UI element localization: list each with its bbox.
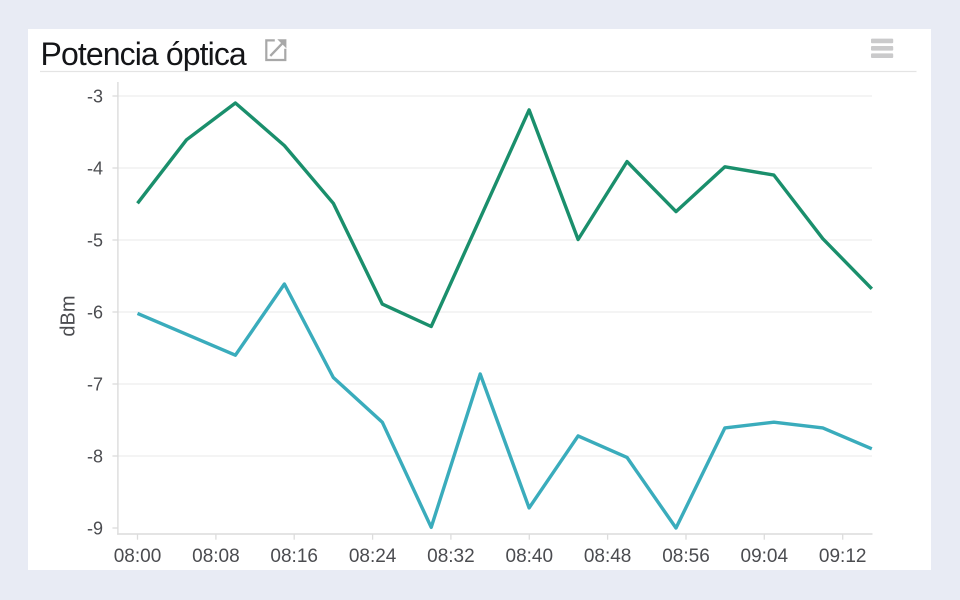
svg-text:08:16: 08:16 [270, 546, 318, 567]
svg-text:-5: -5 [87, 231, 103, 251]
svg-text:08:56: 08:56 [662, 546, 710, 567]
svg-text:dBm: dBm [58, 295, 80, 336]
svg-text:-3: -3 [87, 87, 103, 107]
svg-text:08:32: 08:32 [427, 546, 475, 567]
svg-text:-6: -6 [87, 303, 103, 323]
svg-text:09:04: 09:04 [741, 546, 789, 567]
svg-text:08:40: 08:40 [506, 546, 554, 567]
svg-text:08:24: 08:24 [349, 546, 397, 567]
svg-text:-7: -7 [87, 375, 103, 395]
svg-text:-9: -9 [87, 519, 103, 539]
svg-text:-4: -4 [87, 159, 103, 179]
svg-text:08:00: 08:00 [114, 546, 162, 567]
svg-text:Potencia óptica: Potencia óptica [41, 36, 247, 72]
svg-text:-8: -8 [87, 447, 103, 467]
svg-text:08:48: 08:48 [584, 546, 632, 567]
svg-text:09:12: 09:12 [819, 546, 867, 567]
svg-text:08:08: 08:08 [192, 546, 240, 567]
